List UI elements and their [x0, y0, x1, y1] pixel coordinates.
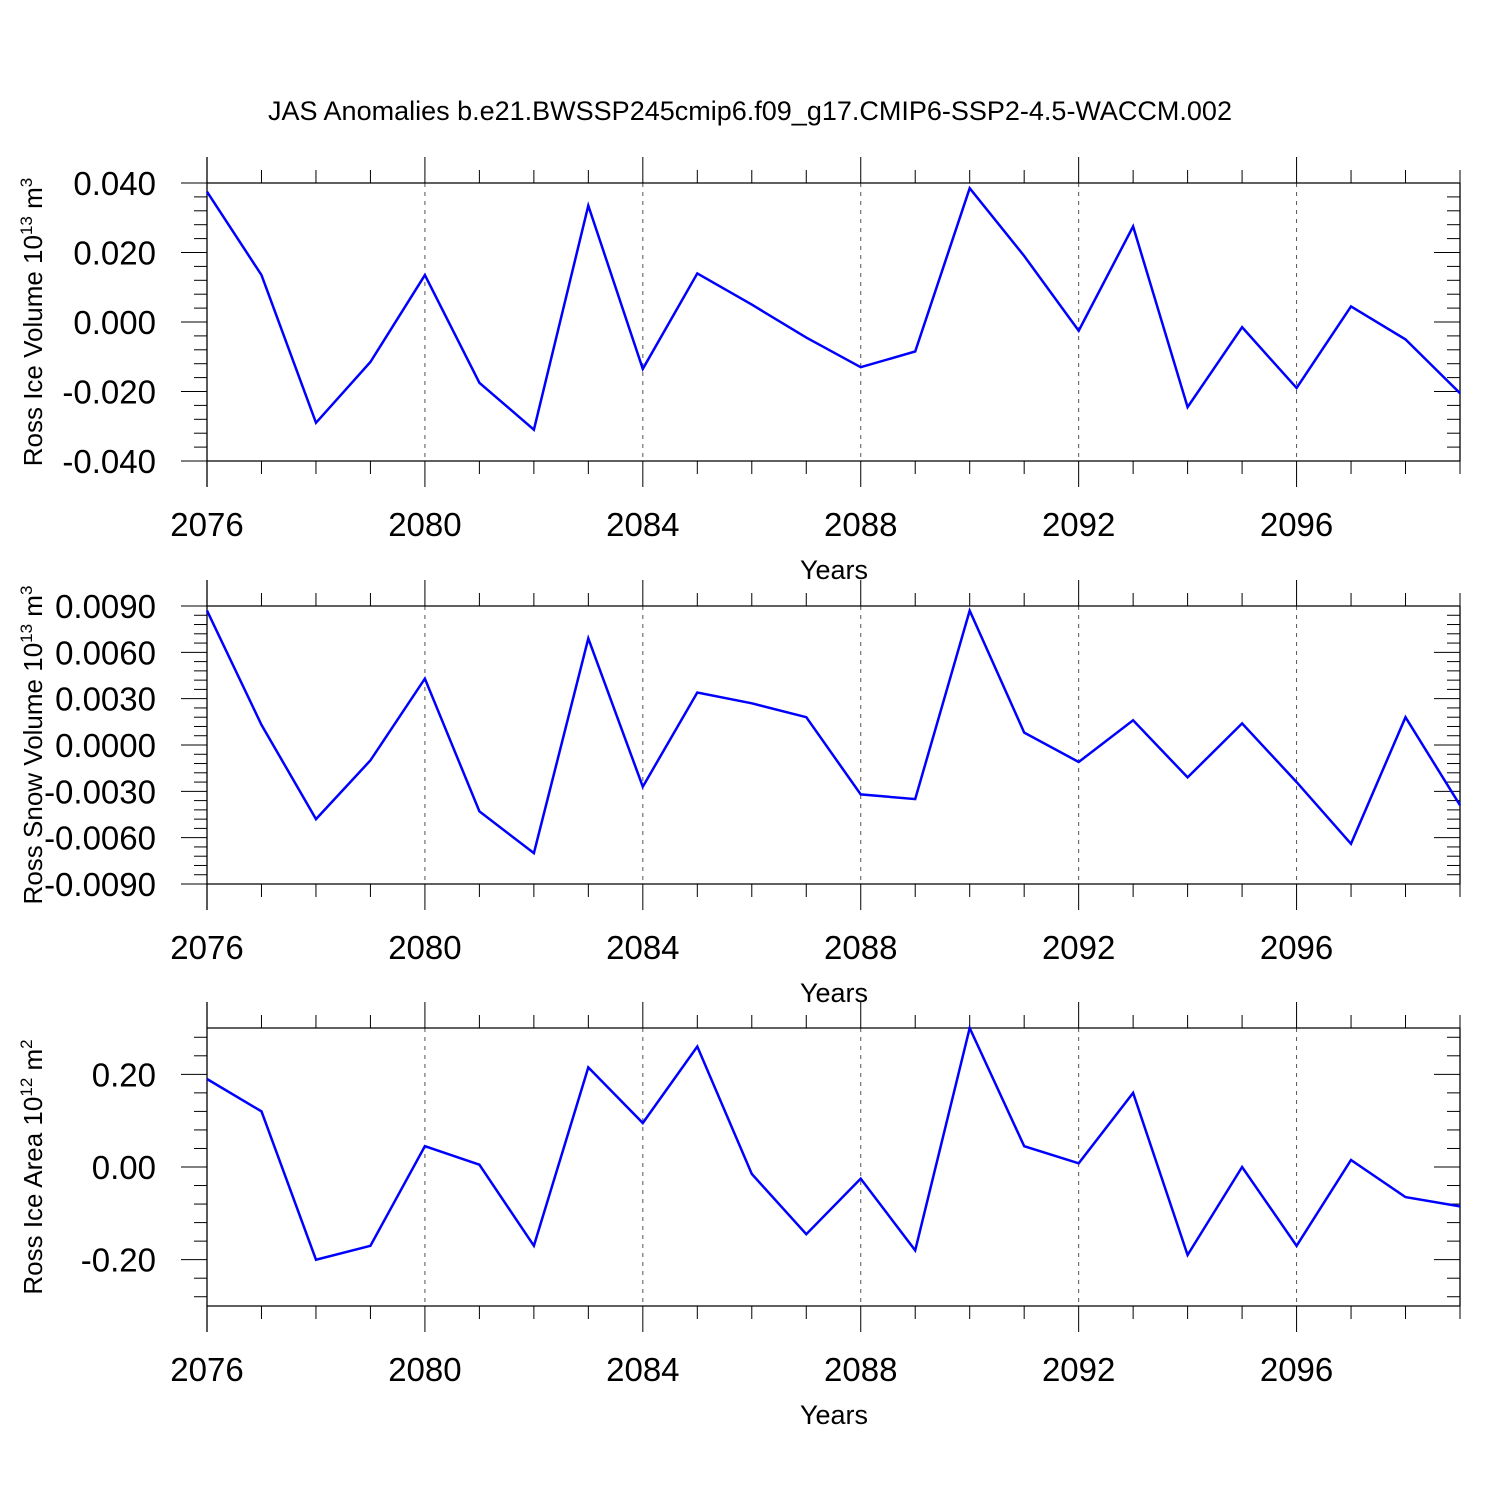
x-tick-label: 2080 — [388, 506, 461, 543]
x-tick-label: 2084 — [606, 506, 679, 543]
y-tick-label: -0.0090 — [44, 866, 156, 903]
y-tick-label: 0.020 — [73, 235, 156, 272]
y-tick-label: 0.040 — [73, 165, 156, 202]
y-tick-label: 0.0060 — [55, 634, 156, 671]
x-tick-label: 2076 — [170, 506, 243, 543]
x-tick-label: 2084 — [606, 929, 679, 966]
x-axis-label: Years — [800, 1400, 868, 1430]
chart-panel-1: 2076 2080 2084 2088 2092 2096 Years -0.040 -0.02… — [17, 157, 1461, 585]
y-axis-label: Ross Ice Volume 1013 m3 — [17, 178, 48, 467]
panels: 2076 2080 2084 2088 2092 2096 Years -0.040 -0.02… — [17, 157, 1462, 1430]
x-tick-label: 2088 — [824, 1351, 897, 1388]
y-tick-label: 0.000 — [73, 304, 156, 341]
y-tick-label: 0.0000 — [55, 727, 156, 764]
y-tick-label: 0.00 — [92, 1149, 156, 1186]
y-tick-label: -0.0030 — [44, 773, 156, 810]
x-tick-label: 2092 — [1042, 929, 1115, 966]
x-tick-label: 2096 — [1260, 506, 1333, 543]
chart-title: JAS Anomalies b.e21.BWSSP245cmip6.f09_g1… — [268, 96, 1232, 126]
y-tick-label: -0.0060 — [44, 820, 156, 857]
x-tick-label: 2076 — [170, 1351, 243, 1388]
y-axis-label: Ross Ice Area 1012 m2 — [17, 1039, 48, 1294]
y-tick-label: -0.040 — [62, 443, 156, 480]
x-tick-label: 2080 — [388, 1351, 461, 1388]
y-tick-label: 0.0030 — [55, 681, 156, 718]
x-tick-label: 2096 — [1260, 1351, 1333, 1388]
y-axis-label: Ross Snow Volume 1013 m3 — [17, 586, 48, 905]
y-tick-label: -0.020 — [62, 374, 156, 411]
y-tick-label: 0.20 — [92, 1056, 156, 1093]
x-tick-label: 2092 — [1042, 506, 1115, 543]
chart-panel-2: 2076 2080 2084 2088 2092 2096 Years -0.0090 -0.0… — [17, 580, 1462, 1008]
series-line — [205, 606, 1462, 856]
x-tick-label: 2088 — [824, 929, 897, 966]
x-tick-label: 2076 — [170, 929, 243, 966]
x-tick-label: 2084 — [606, 1351, 679, 1388]
x-axis-label: Years — [800, 978, 868, 1008]
y-tick-label: -0.20 — [81, 1242, 156, 1279]
chart-panel-3: 2076 2080 2084 2088 2092 2096 Years -0.20 0.00 0.… — [17, 1002, 1461, 1430]
y-tick-label: 0.0090 — [55, 588, 156, 625]
x-tick-label: 2088 — [824, 506, 897, 543]
x-tick-label: 2092 — [1042, 1351, 1115, 1388]
x-axis-label: Years — [800, 555, 868, 585]
x-tick-label: 2080 — [388, 929, 461, 966]
x-tick-label: 2096 — [1260, 929, 1333, 966]
series-line — [205, 185, 1461, 432]
series-line — [206, 1024, 1461, 1262]
